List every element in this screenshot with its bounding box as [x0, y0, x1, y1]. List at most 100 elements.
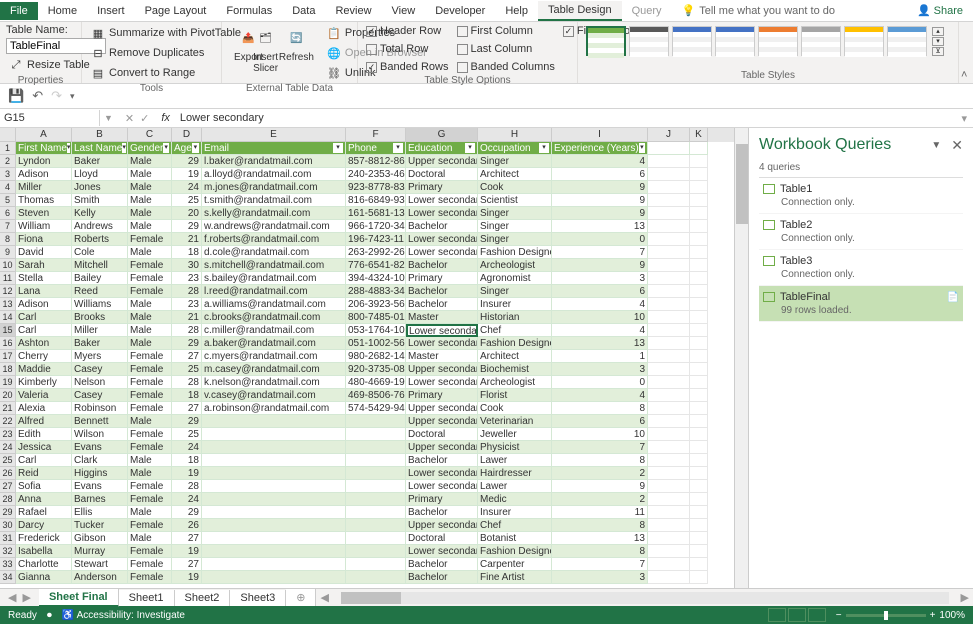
cell-I20[interactable]: 4	[552, 389, 648, 402]
cell-G4[interactable]: Primary	[406, 181, 478, 194]
cell-J19[interactable]	[648, 376, 690, 389]
cell-F12[interactable]: 288-4883-34	[346, 285, 406, 298]
cell-A10[interactable]: Sarah	[16, 259, 72, 272]
cell-K34[interactable]	[690, 571, 708, 584]
cell-C17[interactable]: Female	[128, 350, 172, 363]
filter-dropdown[interactable]: ▾	[67, 143, 71, 153]
cell-J26[interactable]	[648, 467, 690, 480]
cell-K12[interactable]	[690, 285, 708, 298]
cell-J31[interactable]	[648, 532, 690, 545]
cell-B26[interactable]: Higgins	[72, 467, 128, 480]
cell-J32[interactable]	[648, 545, 690, 558]
cell-A2[interactable]: Lyndon	[16, 155, 72, 168]
cell-A13[interactable]: Adison	[16, 298, 72, 311]
cell-I24[interactable]: 7	[552, 441, 648, 454]
banded-cols-check[interactable]: Banded Columns	[455, 60, 557, 74]
row-header-12[interactable]: 12	[0, 285, 16, 298]
cell-D18[interactable]: 25	[172, 363, 202, 376]
row-header-23[interactable]: 23	[0, 428, 16, 441]
cell-K30[interactable]	[690, 519, 708, 532]
sheet-nav-prev[interactable]: ◀	[8, 591, 16, 604]
cell-I22[interactable]: 6	[552, 415, 648, 428]
cell-I11[interactable]: 3	[552, 272, 648, 285]
table-header-E[interactable]: Email▾	[202, 142, 346, 155]
gallery-scroll[interactable]: ▴	[932, 27, 944, 36]
table-styles-gallery[interactable]: ▴▾⊻	[584, 24, 946, 58]
row-header-8[interactable]: 8	[0, 233, 16, 246]
select-all-corner[interactable]	[0, 128, 16, 142]
cell-B4[interactable]: Jones	[72, 181, 128, 194]
cell-B8[interactable]: Roberts	[72, 233, 128, 246]
cell-C28[interactable]: Female	[128, 493, 172, 506]
cell-K26[interactable]	[690, 467, 708, 480]
cell-J15[interactable]	[648, 324, 690, 337]
cell-B21[interactable]: Robinson	[72, 402, 128, 415]
cell-J23[interactable]	[648, 428, 690, 441]
cell-E32[interactable]	[202, 545, 346, 558]
cell-H7[interactable]: Singer	[478, 220, 552, 233]
first-col-check[interactable]: First Column	[455, 24, 557, 38]
table-style-3[interactable]	[715, 26, 755, 56]
cell-I6[interactable]: 9	[552, 207, 648, 220]
cell-F34[interactable]	[346, 571, 406, 584]
cell-F15[interactable]: 053-1764-10	[346, 324, 406, 337]
row-header-24[interactable]: 24	[0, 441, 16, 454]
cell-C33[interactable]: Female	[128, 558, 172, 571]
row-header-4[interactable]: 4	[0, 181, 16, 194]
cell-J14[interactable]	[648, 311, 690, 324]
row-header-16[interactable]: 16	[0, 337, 16, 350]
col-header-G[interactable]: G	[406, 128, 478, 142]
row-header-32[interactable]: 32	[0, 545, 16, 558]
row-header-28[interactable]: 28	[0, 493, 16, 506]
cell-B7[interactable]: Andrews	[72, 220, 128, 233]
cell-A12[interactable]: Lana	[16, 285, 72, 298]
cell-E27[interactable]	[202, 480, 346, 493]
cell-G21[interactable]: Upper secondary	[406, 402, 478, 415]
cell-I16[interactable]: 13	[552, 337, 648, 350]
hscroll-left[interactable]: ◀	[320, 591, 328, 604]
row-header-25[interactable]: 25	[0, 454, 16, 467]
row-header-14[interactable]: 14	[0, 311, 16, 324]
row-header-7[interactable]: 7	[0, 220, 16, 233]
cell-I7[interactable]: 13	[552, 220, 648, 233]
zoom-thumb[interactable]	[884, 611, 888, 620]
col-header-H[interactable]: H	[478, 128, 552, 142]
cell-A27[interactable]: Sofia	[16, 480, 72, 493]
tab-view[interactable]: View	[382, 2, 426, 20]
cell-H23[interactable]: Jeweller	[478, 428, 552, 441]
cell-D22[interactable]: 29	[172, 415, 202, 428]
cell-D29[interactable]: 29	[172, 506, 202, 519]
cell-J6[interactable]	[648, 207, 690, 220]
qat-customize[interactable]: ▾	[70, 91, 75, 102]
cell-E14[interactable]: c.brooks@randatmail.com	[202, 311, 346, 324]
cell-F33[interactable]	[346, 558, 406, 571]
cell-E23[interactable]	[202, 428, 346, 441]
cell-G28[interactable]: Primary	[406, 493, 478, 506]
cell-F10[interactable]: 776-6541-82	[346, 259, 406, 272]
cell-K16[interactable]	[690, 337, 708, 350]
tab-formulas[interactable]: Formulas	[216, 2, 282, 20]
cell-J22[interactable]	[648, 415, 690, 428]
cell-A5[interactable]: Thomas	[16, 194, 72, 207]
cell-J33[interactable]	[648, 558, 690, 571]
cell-H14[interactable]: Historian	[478, 311, 552, 324]
cell-A16[interactable]: Ashton	[16, 337, 72, 350]
header-row-check[interactable]: Header Row	[364, 24, 451, 38]
cell-C23[interactable]: Female	[128, 428, 172, 441]
cell-I26[interactable]: 2	[552, 467, 648, 480]
cell-H21[interactable]: Cook	[478, 402, 552, 415]
cell-K4[interactable]	[690, 181, 708, 194]
cell-B17[interactable]: Myers	[72, 350, 128, 363]
tab-page-layout[interactable]: Page Layout	[135, 2, 217, 20]
cell-F20[interactable]: 469-8506-76	[346, 389, 406, 402]
col-header-B[interactable]: B	[72, 128, 128, 142]
tab-data[interactable]: Data	[282, 2, 325, 20]
cell-J30[interactable]	[648, 519, 690, 532]
cell-K13[interactable]	[690, 298, 708, 311]
cell-B24[interactable]: Evans	[72, 441, 128, 454]
cell-G20[interactable]: Primary	[406, 389, 478, 402]
cell-F6[interactable]: 161-5681-13	[346, 207, 406, 220]
save-button[interactable]: 💾	[8, 88, 24, 104]
cell-B33[interactable]: Stewart	[72, 558, 128, 571]
cell-J29[interactable]	[648, 506, 690, 519]
